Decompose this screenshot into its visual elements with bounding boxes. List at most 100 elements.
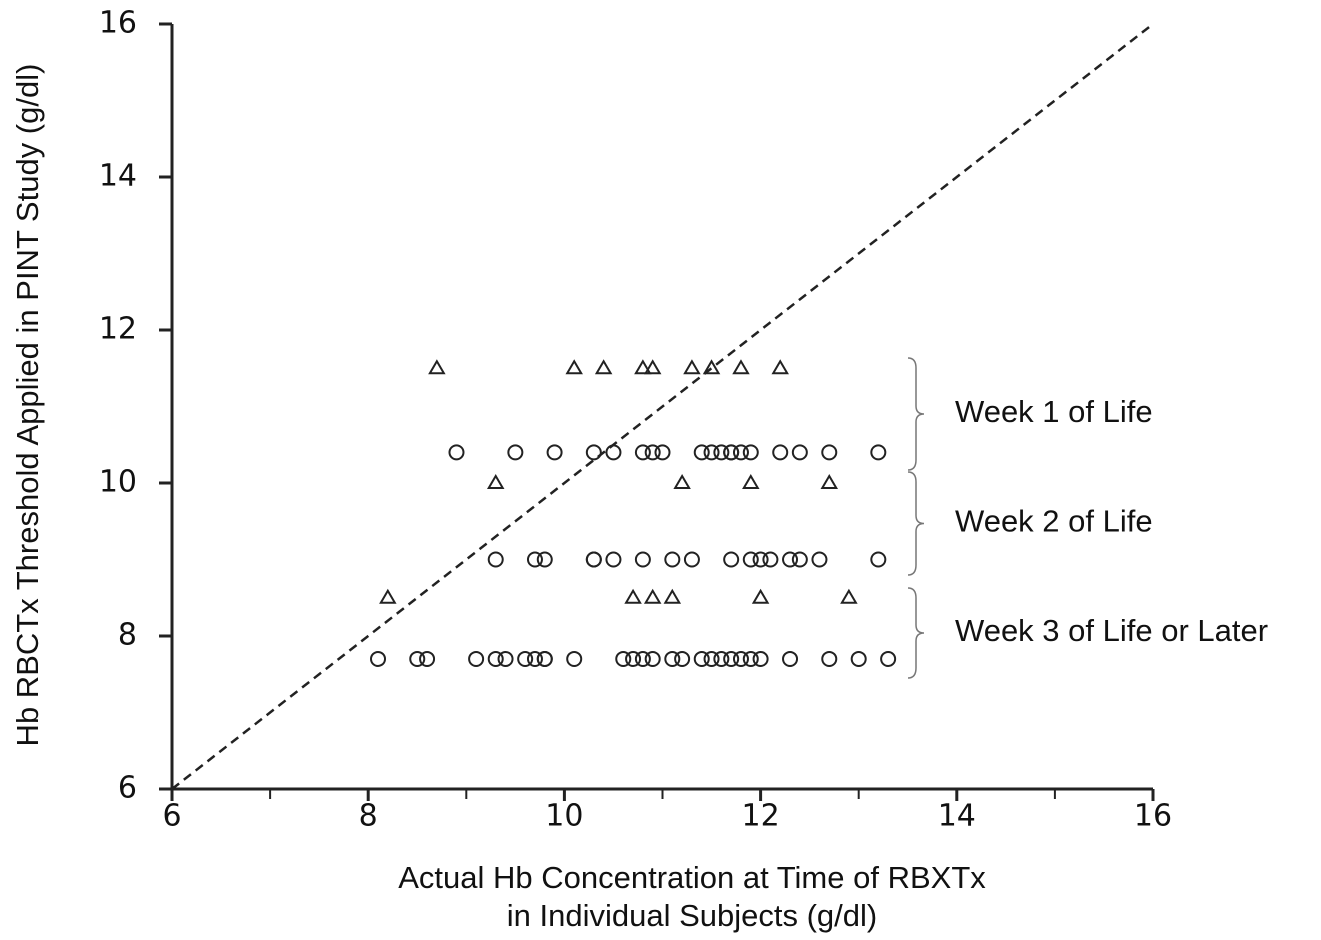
circle-marker xyxy=(615,650,632,667)
circle-marker xyxy=(634,650,651,667)
circle-marker xyxy=(634,551,651,568)
circle-marker xyxy=(644,650,661,667)
triangle-marker xyxy=(428,359,446,375)
triangle-marker xyxy=(751,588,770,604)
y-axis-label: Hb RBCTx Threshold Applied in PINT Study… xyxy=(10,64,45,747)
triangle-marker xyxy=(634,359,652,375)
x-tick-label: 8 xyxy=(359,799,378,834)
circle-marker xyxy=(870,444,887,461)
circle-marker xyxy=(683,551,700,568)
y-tick-label: 8 xyxy=(118,618,137,653)
circle-marker xyxy=(752,650,769,667)
triangle-marker xyxy=(379,588,397,604)
circle-marker xyxy=(566,650,583,667)
circle-marker xyxy=(703,444,720,461)
triangle-marker xyxy=(683,359,701,375)
circle-marker xyxy=(723,650,740,667)
y-tick-label: 10 xyxy=(99,465,137,500)
circle-marker xyxy=(536,551,553,568)
annotation: Week 3 of Life or Later xyxy=(955,613,1268,648)
x-tick-label: 12 xyxy=(742,799,780,834)
circle-marker xyxy=(742,444,759,461)
circle-marker xyxy=(762,551,779,568)
circle-marker xyxy=(664,650,681,667)
circle-marker xyxy=(732,444,749,461)
circle-marker xyxy=(517,650,534,667)
annotation: Week 2 of Life xyxy=(955,504,1153,539)
circle-marker xyxy=(585,444,602,461)
circle-marker xyxy=(850,650,867,667)
triangle-marker xyxy=(565,359,583,375)
triangle-marker xyxy=(771,359,789,375)
circle-marker xyxy=(880,650,897,667)
triangle-marker xyxy=(643,588,662,604)
triangle-marker xyxy=(732,359,750,375)
brace xyxy=(907,357,925,471)
x-tick-label: 16 xyxy=(1134,799,1172,834)
y-tick-label: 14 xyxy=(99,159,137,194)
circle-marker xyxy=(732,650,749,667)
circle-marker xyxy=(526,650,543,667)
circle-marker xyxy=(703,650,720,667)
circle-marker xyxy=(419,650,436,667)
triangle-marker xyxy=(673,474,691,489)
brace xyxy=(907,471,925,576)
triangle-marker xyxy=(840,588,858,604)
brace xyxy=(907,587,925,679)
circle-marker xyxy=(468,650,485,667)
circle-marker xyxy=(605,444,622,461)
circle-marker xyxy=(742,551,759,568)
circle-marker xyxy=(674,650,691,667)
triangle-marker xyxy=(643,359,662,375)
triangle-marker xyxy=(663,588,682,604)
circle-marker xyxy=(821,444,838,461)
circle-marker xyxy=(654,444,671,461)
y-tick-label: 6 xyxy=(118,771,137,806)
circle-marker xyxy=(605,551,622,568)
circle-marker xyxy=(664,551,681,568)
circle-marker xyxy=(634,444,651,461)
circle-marker xyxy=(742,650,759,667)
triangle-marker xyxy=(486,474,505,489)
triangle-marker xyxy=(820,474,839,489)
triangle-marker xyxy=(742,474,760,489)
triangle-marker xyxy=(624,588,642,604)
circle-marker xyxy=(546,444,563,461)
circle-marker xyxy=(693,650,710,667)
circle-marker xyxy=(713,650,730,667)
triangle-marker xyxy=(594,359,613,375)
circle-marker xyxy=(723,444,740,461)
circle-marker xyxy=(370,650,387,667)
circle-marker xyxy=(791,551,808,568)
circle-marker xyxy=(782,650,799,667)
reference-line xyxy=(171,23,1154,790)
x-tick-label: 6 xyxy=(162,799,181,834)
triangle-marker xyxy=(702,359,721,375)
circle-marker xyxy=(693,444,710,461)
circle-marker xyxy=(536,650,553,667)
circle-marker xyxy=(713,444,730,461)
circle-marker xyxy=(723,551,740,568)
circle-marker xyxy=(409,650,426,667)
y-tick-label: 12 xyxy=(99,312,137,347)
circle-marker xyxy=(487,551,504,568)
x-tick-label: 14 xyxy=(938,799,976,834)
y-tick-label: 16 xyxy=(99,6,137,41)
circle-marker xyxy=(497,650,514,667)
circle-marker xyxy=(448,444,465,461)
circle-marker xyxy=(782,551,799,568)
x-axis-label: Actual Hb Concentration at Time of RBXTx xyxy=(398,860,986,895)
circle-marker xyxy=(811,551,828,568)
circle-marker xyxy=(772,444,789,461)
circle-marker xyxy=(507,444,524,461)
circle-marker xyxy=(752,551,769,568)
x-tick-label: 10 xyxy=(545,799,583,834)
circle-marker xyxy=(625,650,642,667)
circle-marker xyxy=(644,444,661,461)
circle-marker xyxy=(821,650,838,667)
circle-marker xyxy=(585,551,602,568)
circle-marker xyxy=(791,444,808,461)
x-axis-label: in Individual Subjects (g/dl) xyxy=(507,898,877,933)
circle-marker xyxy=(870,551,887,568)
